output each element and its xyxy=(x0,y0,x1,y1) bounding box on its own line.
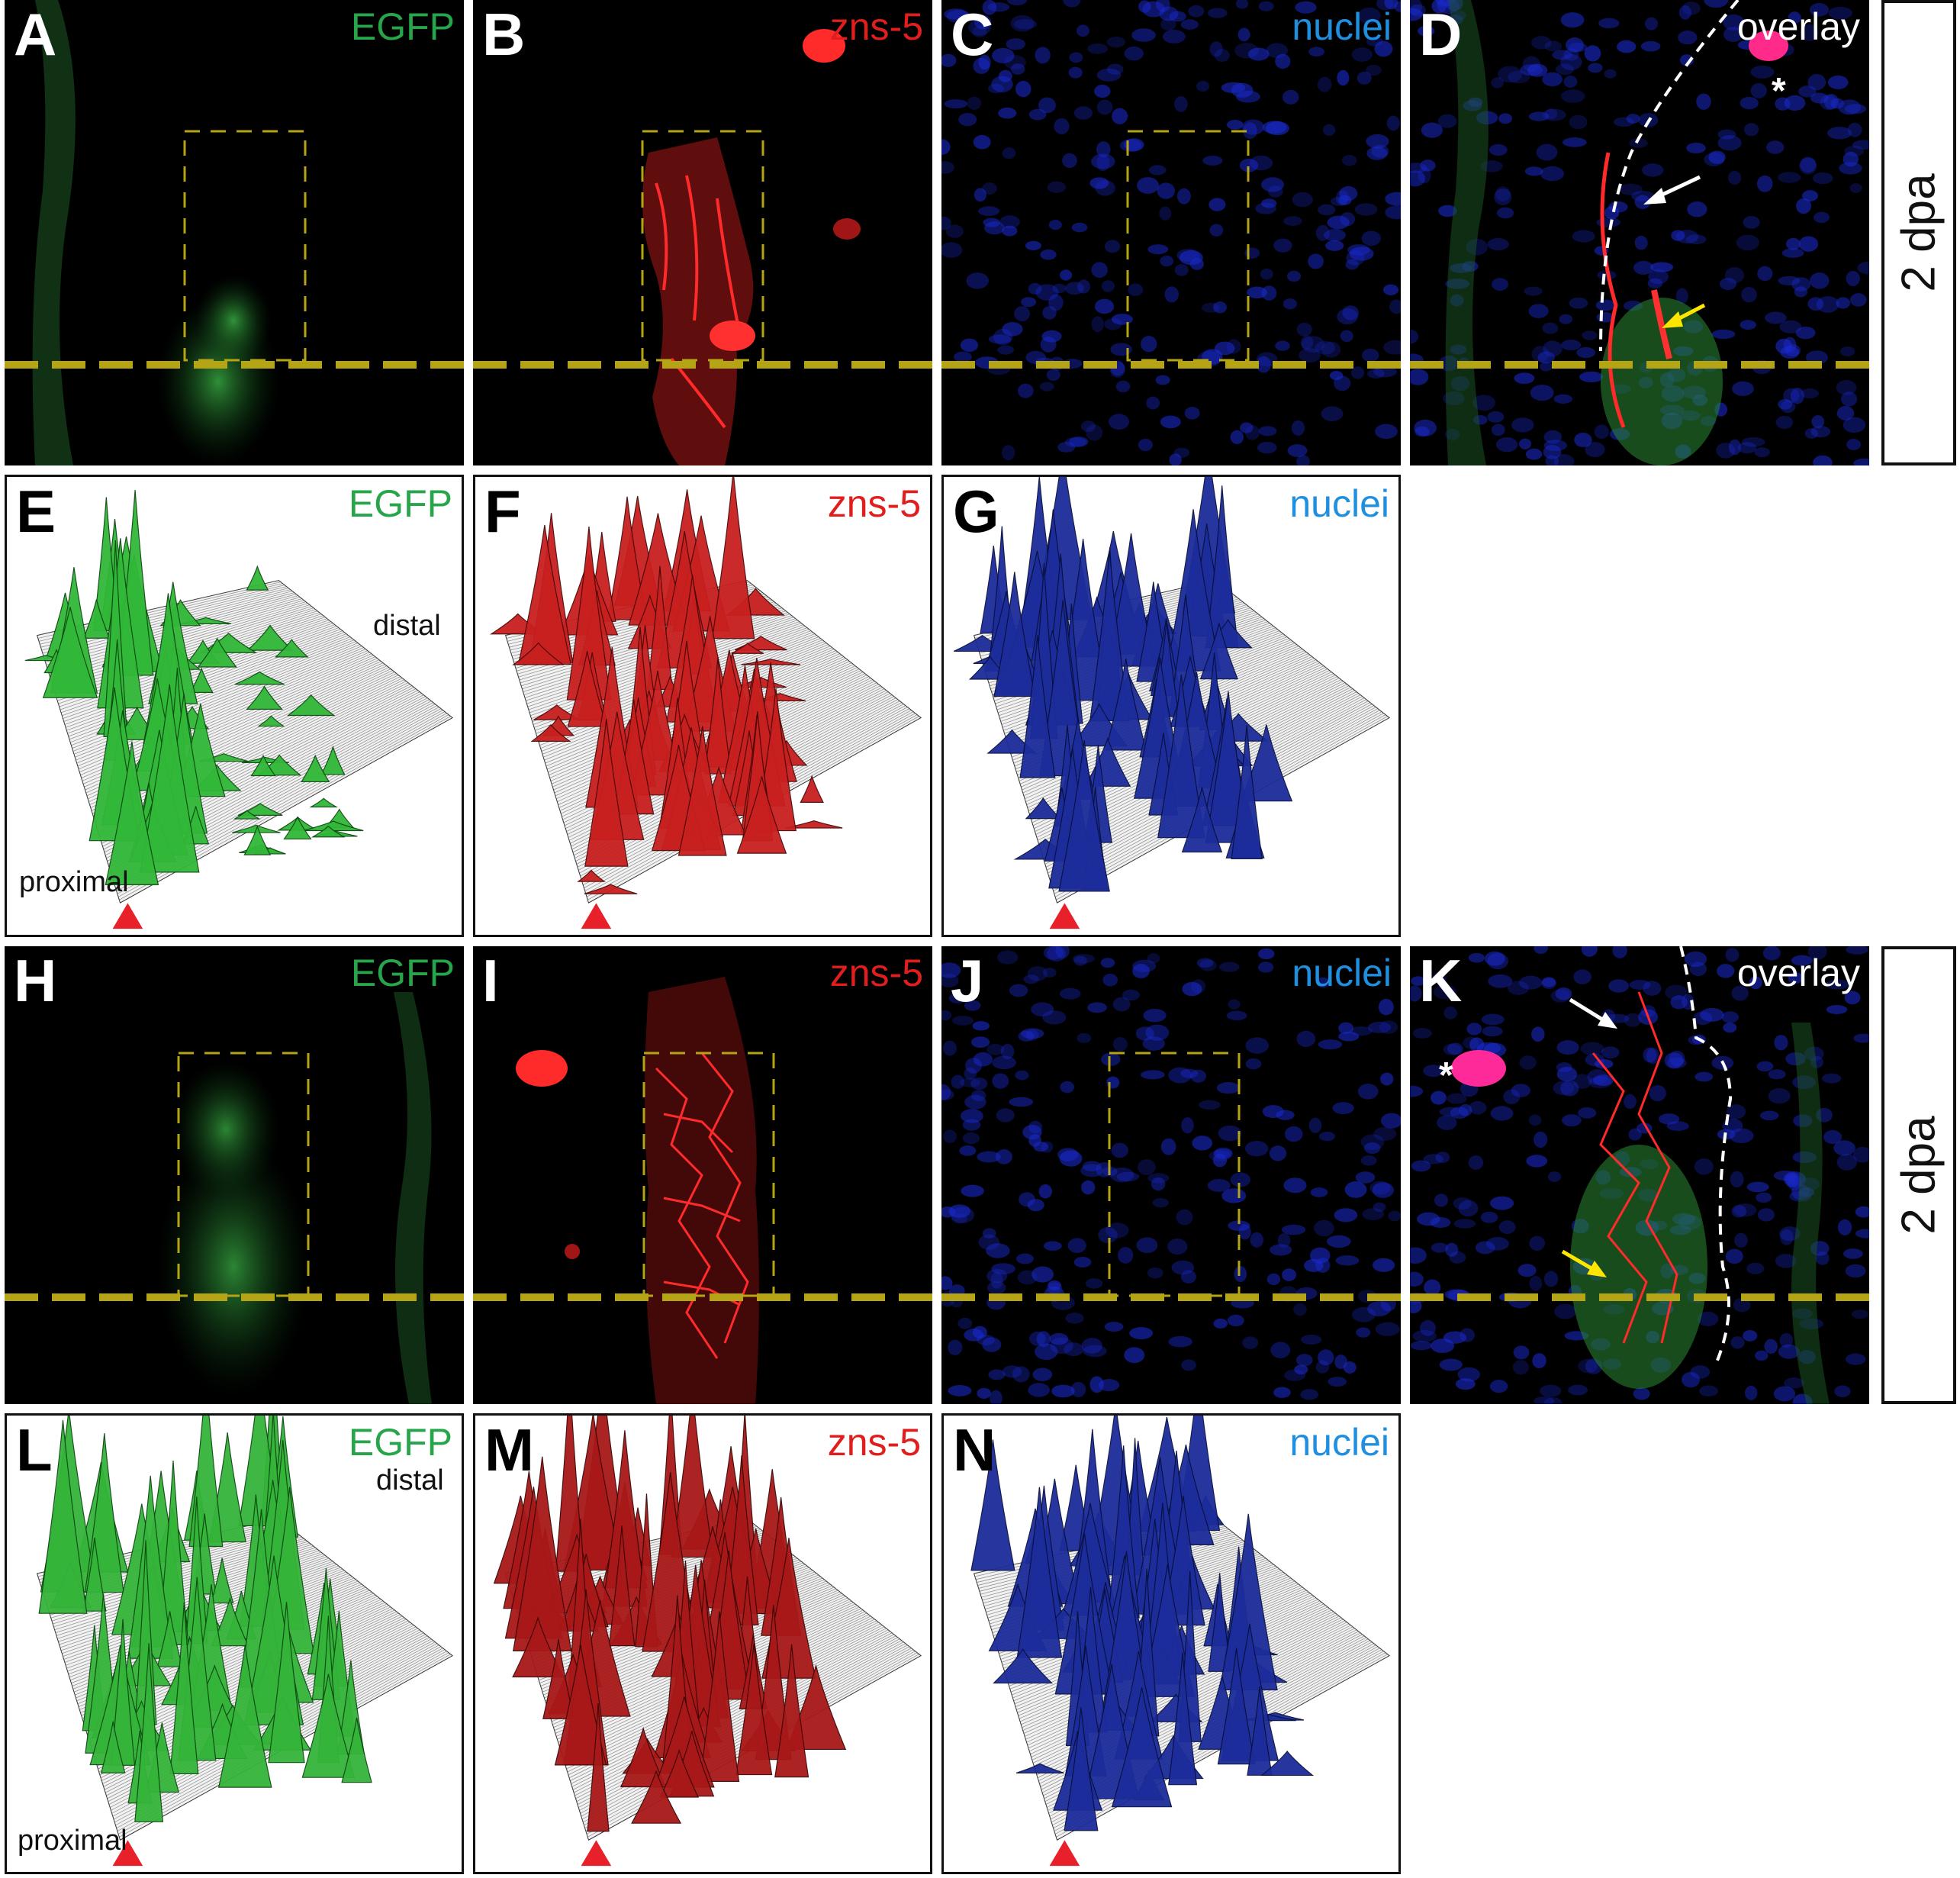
yellow-arrow-icon xyxy=(1662,303,1706,328)
asterisk-marker: * xyxy=(1772,71,1786,111)
overlay-annotations xyxy=(1410,946,1869,1404)
red-arrowhead-icon xyxy=(1049,903,1080,929)
panel-letter: A xyxy=(14,1,57,68)
distal-label: distal xyxy=(373,610,441,642)
panel-letter: N xyxy=(953,1416,996,1483)
overlay-image xyxy=(1410,0,1869,465)
white-arrow-icon xyxy=(1643,175,1701,205)
nuclei-surface-plot xyxy=(970,1416,1391,1867)
panel-letter: L xyxy=(16,1416,53,1483)
channel-label: nuclei xyxy=(1289,1421,1389,1464)
nuclei-image xyxy=(941,0,1401,465)
proximal-label: proximal xyxy=(19,866,129,898)
panel-d: * D overlay xyxy=(1410,0,1869,465)
timepoint-text: 2 dpa xyxy=(1892,1116,1946,1235)
panel-letter: H xyxy=(14,947,57,1014)
zns5-surface-plot xyxy=(489,477,922,929)
panel-letter: D xyxy=(1419,1,1463,68)
timepoint-label: 2 dpa xyxy=(1881,0,1956,465)
channel-label: EGFP xyxy=(348,1421,452,1464)
channel-label: overlay xyxy=(1736,5,1860,48)
proximal-label: proximal xyxy=(18,1825,127,1857)
red-arrowhead-icon xyxy=(581,903,612,929)
timepoint-text: 2 dpa xyxy=(1892,173,1946,292)
egfp-surface-plot xyxy=(36,1416,454,1867)
overlay-image xyxy=(1410,946,1869,1404)
asterisk-marker: * xyxy=(1439,1055,1453,1096)
panel-letter: J xyxy=(951,947,984,1014)
panel-h: H EGFP xyxy=(5,946,464,1404)
panel-e: E EGFP distal proximal xyxy=(5,475,464,937)
overlay-annotations xyxy=(1410,0,1869,465)
zns5-surface-plot xyxy=(493,1416,922,1867)
red-arrowhead-icon xyxy=(112,1840,143,1867)
panel-letter: F xyxy=(484,478,521,545)
yellow-arrow-icon xyxy=(1561,1249,1607,1277)
zns5-image xyxy=(473,29,932,465)
egfp-image xyxy=(5,992,464,1404)
panel-f: F zns-5 xyxy=(473,475,932,937)
egfp-surface-plot xyxy=(24,489,454,929)
panel-l: L EGFP distal proximal xyxy=(5,1413,464,1874)
channel-label: zns-5 xyxy=(827,1421,921,1464)
channel-label: zns-5 xyxy=(829,952,923,994)
panel-a: A EGFP xyxy=(5,0,464,465)
distal-label: distal xyxy=(376,1464,444,1496)
channel-label: zns-5 xyxy=(829,5,923,48)
panel-letter: G xyxy=(953,478,999,545)
white-arrow-icon xyxy=(1569,997,1617,1029)
boundary-line xyxy=(1599,0,1740,352)
panel-g: G nuclei xyxy=(941,475,1401,937)
panel-letter: K xyxy=(1419,947,1463,1014)
panel-k: * K overlay xyxy=(1410,946,1869,1404)
red-arrowhead-icon xyxy=(1049,1840,1080,1867)
red-arrowhead-icon xyxy=(112,903,143,929)
nuclei-surface-plot xyxy=(953,477,1391,929)
channel-label: EGFP xyxy=(350,5,455,48)
panel-c: C nuclei xyxy=(941,0,1401,465)
panel-letter: B xyxy=(482,1,526,68)
panel-i: I zns-5 xyxy=(473,946,932,1404)
channel-label: EGFP xyxy=(350,952,455,994)
panel-letter: C xyxy=(951,1,994,68)
nuclei-image xyxy=(941,946,1401,1404)
channel-label: nuclei xyxy=(1292,952,1392,994)
channel-label: zns-5 xyxy=(827,482,921,525)
channel-label: overlay xyxy=(1736,952,1860,994)
channel-label: nuclei xyxy=(1292,5,1392,48)
panel-m: M zns-5 xyxy=(473,1413,932,1874)
panel-letter: M xyxy=(484,1416,534,1483)
timepoint-label: 2 dpa xyxy=(1881,946,1956,1404)
egfp-image xyxy=(5,0,464,465)
panel-n: N nuclei xyxy=(941,1413,1401,1874)
panel-letter: E xyxy=(16,478,56,545)
panel-j: J nuclei xyxy=(941,946,1401,1404)
red-arrowhead-icon xyxy=(581,1840,612,1867)
zns5-image xyxy=(473,977,932,1404)
panel-b: B zns-5 xyxy=(473,0,932,465)
channel-label: EGFP xyxy=(348,482,452,525)
channel-label: nuclei xyxy=(1289,482,1389,525)
panel-letter: I xyxy=(482,947,499,1014)
